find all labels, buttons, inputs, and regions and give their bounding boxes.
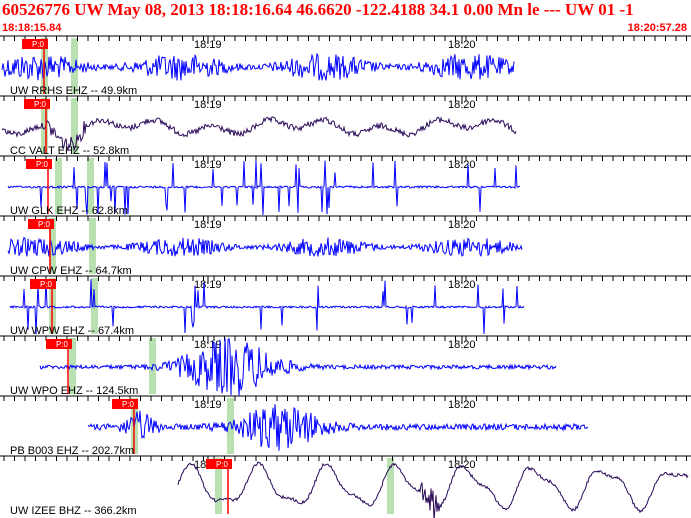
time-tick-label: 18:20 xyxy=(448,39,476,51)
station-label: UW GLK EHZ -- 62.8km xyxy=(10,205,128,217)
time-tick-label: 18:20 xyxy=(448,339,476,351)
waveform-trace xyxy=(87,404,589,451)
waveform-trace xyxy=(9,279,525,335)
pick-flag xyxy=(30,279,56,289)
station-label: UW WPW EHZ -- 67.4km xyxy=(10,325,134,337)
waveform-trace xyxy=(177,461,689,518)
pick-flag xyxy=(206,459,232,469)
pick-label: P:0 xyxy=(32,40,45,49)
pick-label: P:0 xyxy=(38,220,51,229)
time-tick-label: 18:20 xyxy=(448,219,476,231)
station-label: UW CPW EHZ -- 64.7km xyxy=(10,265,132,277)
time-tick-label: 18:20 xyxy=(448,399,476,411)
time-tick-label: 18:20 xyxy=(448,279,476,291)
phase-window xyxy=(227,398,234,454)
phase-window xyxy=(87,158,94,214)
time-tick-label: 18:19 xyxy=(194,99,222,111)
window-end-time: 18:20:57.28 xyxy=(627,22,687,34)
station-label: UW WPO EHZ -- 124.5km xyxy=(10,385,138,397)
phase-window xyxy=(387,458,394,514)
station-label: PB B003 EHZ -- 202.7km xyxy=(10,445,134,457)
window-start-time: 18:18:15.84 xyxy=(2,22,62,34)
event-header: 60526776 UW May 08, 2013 18:18:16.64 46.… xyxy=(2,0,634,19)
station-label: UW IZEE BHZ -- 366.2km xyxy=(10,505,137,517)
phase-window xyxy=(215,458,222,514)
time-tick-label: 18:19 xyxy=(194,279,222,291)
phase-window xyxy=(41,98,48,154)
phase-window xyxy=(49,218,56,274)
time-tick-label: 18:19 xyxy=(194,159,222,171)
pick-label: P:0 xyxy=(34,100,47,109)
pick-flag xyxy=(26,159,52,169)
waveform-trace xyxy=(7,236,523,258)
phase-window xyxy=(71,38,78,94)
waveform-trace xyxy=(1,53,515,81)
pick-label: P:0 xyxy=(122,400,135,409)
pick-label: P:0 xyxy=(36,160,49,169)
pick-label: P:0 xyxy=(216,460,229,469)
pick-flag xyxy=(28,219,54,229)
phase-window xyxy=(55,158,62,214)
station-label: UW RRHS EHZ -- 49.9km xyxy=(10,85,137,97)
waveform-trace xyxy=(7,160,521,215)
time-tick-label: 18:19 xyxy=(194,39,222,51)
pick-flag xyxy=(112,399,138,409)
waveform-trace xyxy=(39,337,557,396)
phase-window xyxy=(71,98,78,154)
pick-label: P:0 xyxy=(56,340,69,349)
pick-label: P:0 xyxy=(40,280,53,289)
time-tick-label: 18:20 xyxy=(448,99,476,111)
pick-flag xyxy=(46,339,72,349)
time-tick-label: 18:20 xyxy=(448,459,476,471)
station-label: CC VALT EHZ -- 52.8km xyxy=(10,145,129,157)
time-tick-label: 18:19 xyxy=(194,219,222,231)
waveform-trace xyxy=(1,116,517,152)
pick-flag xyxy=(22,39,48,49)
pick-flag xyxy=(24,99,50,109)
time-tick-label: 18:19 xyxy=(194,399,222,411)
